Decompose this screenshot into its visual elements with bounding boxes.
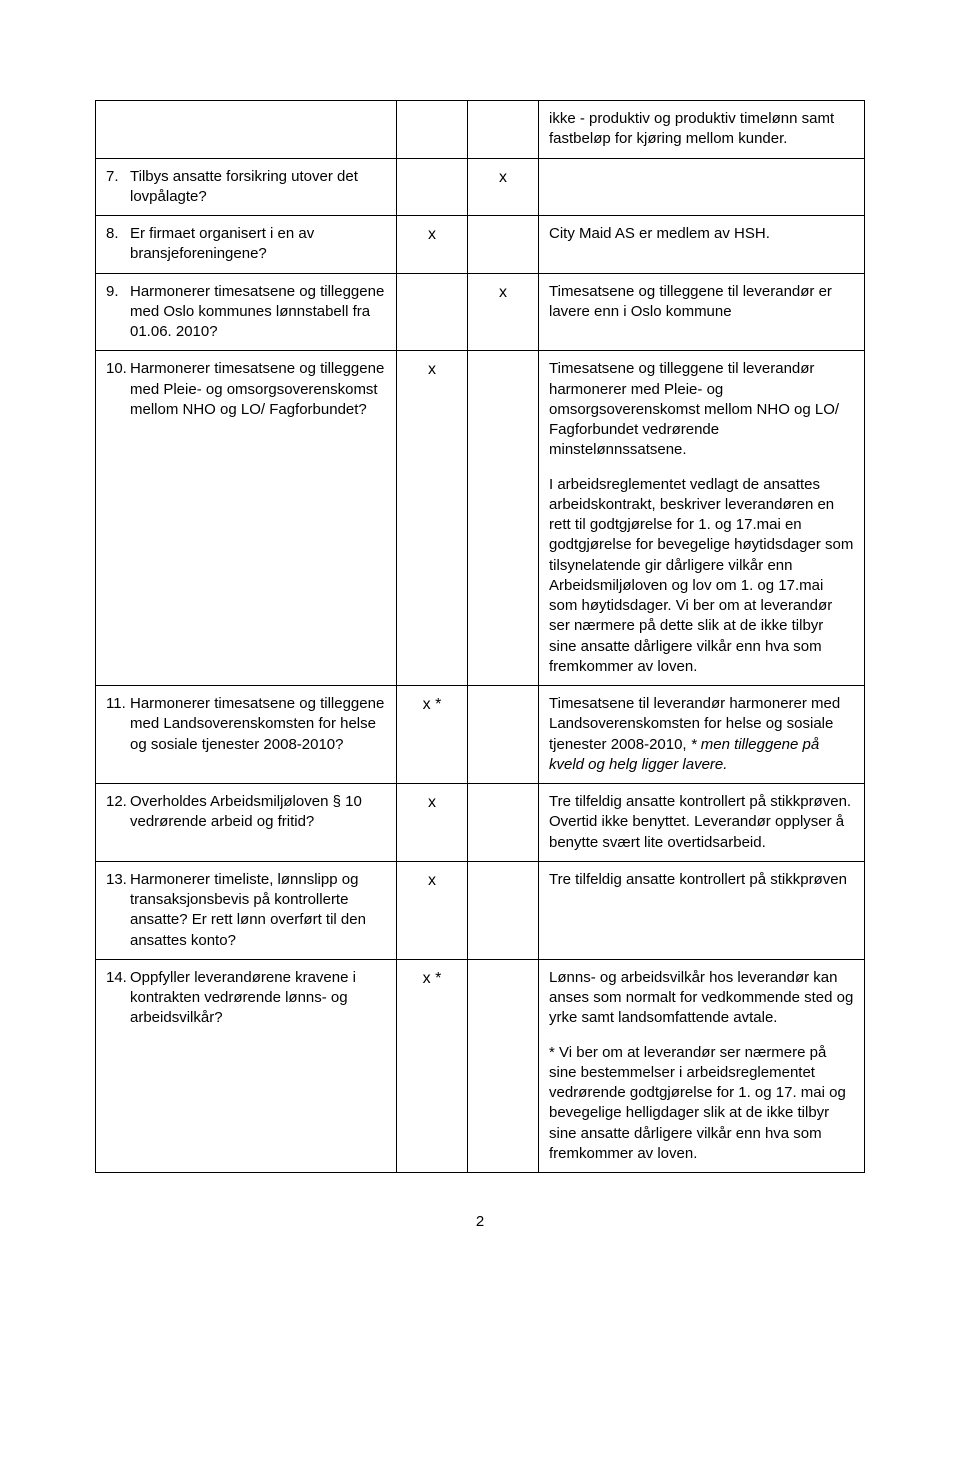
table-row: 7.Tilbys ansatte forsikring utover det l… xyxy=(96,158,865,216)
question-text: Harmonerer timesatsene og tilleggene med… xyxy=(130,282,386,343)
question-text: Harmonerer timesatsene og tilleggene med… xyxy=(130,359,386,420)
comment-paragraph: Timesatsene og tilleggene til leverandør… xyxy=(549,359,854,460)
question-cell: 11.Harmonerer timesatsene og tilleggene … xyxy=(96,686,397,784)
mark-value: x * xyxy=(423,696,442,713)
mark-col-1: x xyxy=(397,216,468,274)
document-page: ikke - produktiv og produktiv timelønn s… xyxy=(0,0,960,1270)
checklist-table: ikke - produktiv og produktiv timelønn s… xyxy=(95,100,865,1173)
question-cell: 8.Er firmaet organisert i en av bransjef… xyxy=(96,216,397,274)
comment-text: Tre tilfeldig ansatte kontrollert på sti… xyxy=(549,793,851,851)
page-number: 2 xyxy=(95,1213,865,1230)
question-text: Oppfyller leverandørene kravene i kontra… xyxy=(130,968,386,1029)
question-number: 9. xyxy=(106,282,130,343)
question-cell: 7.Tilbys ansatte forsikring utover det l… xyxy=(96,158,397,216)
question-number: 7. xyxy=(106,167,130,208)
comment-paragraph: ikke - produktiv og produktiv timelønn s… xyxy=(549,109,854,150)
question-text: Er firmaet organisert i en av bransjefor… xyxy=(130,224,386,265)
question-text: Tilbys ansatte forsikring utover det lov… xyxy=(130,167,386,208)
mark-col-2 xyxy=(468,784,539,862)
question-cell: 10.Harmonerer timesatsene og tilleggene … xyxy=(96,351,397,686)
question-text: Harmonerer timesatsene og tilleggene med… xyxy=(130,694,386,755)
comment-text: City Maid AS er medlem av HSH. xyxy=(549,225,770,242)
question-cell: 9.Harmonerer timesatsene og tilleggene m… xyxy=(96,273,397,351)
comment-paragraph: Timesatsene til leverandør harmonerer me… xyxy=(549,694,854,775)
table-row: 14.Oppfyller leverandørene kravene i kon… xyxy=(96,959,865,1172)
comment-text: * Vi ber om at leverandør ser nærmere på… xyxy=(549,1044,846,1162)
table-row: 10.Harmonerer timesatsene og tilleggene … xyxy=(96,351,865,686)
comment-text: Lønns- og arbeidsvilkår hos leverandør k… xyxy=(549,969,853,1027)
comment-text: Timesatsene og tilleggene til leverandør… xyxy=(549,360,839,458)
mark-value: x xyxy=(428,794,436,811)
comment-text: Timesatsene og tilleggene til leverandør… xyxy=(549,283,832,320)
table-row: ikke - produktiv og produktiv timelønn s… xyxy=(96,101,865,159)
mark-value: x xyxy=(499,169,507,186)
comment-cell xyxy=(539,158,865,216)
comment-paragraph: Tre tilfeldig ansatte kontrollert på sti… xyxy=(549,792,854,853)
comment-text: I arbeidsreglementet vedlagt de ansattes… xyxy=(549,476,853,675)
mark-value: x xyxy=(428,872,436,889)
mark-col-1 xyxy=(397,158,468,216)
comment-paragraph: City Maid AS er medlem av HSH. xyxy=(549,224,854,244)
comment-text: ikke - produktiv og produktiv timelønn s… xyxy=(549,110,834,147)
comment-cell: Lønns- og arbeidsvilkår hos leverandør k… xyxy=(539,959,865,1172)
mark-col-2 xyxy=(468,959,539,1172)
mark-value: x * xyxy=(423,970,442,987)
comment-cell: Timesatsene til leverandør harmonerer me… xyxy=(539,686,865,784)
mark-value: x xyxy=(428,361,436,378)
mark-col-2 xyxy=(468,861,539,959)
question-text: Overholdes Arbeidsmiljøloven § 10 vedrør… xyxy=(130,792,386,833)
table-row: 12.Overholdes Arbeidsmiljøloven § 10 ved… xyxy=(96,784,865,862)
question-number: 14. xyxy=(106,968,130,1029)
mark-col-1: x xyxy=(397,784,468,862)
mark-value: x xyxy=(428,226,436,243)
comment-paragraph: I arbeidsreglementet vedlagt de ansattes… xyxy=(549,475,854,678)
comment-cell: ikke - produktiv og produktiv timelønn s… xyxy=(539,101,865,159)
question-number: 13. xyxy=(106,870,130,951)
table-row: 11.Harmonerer timesatsene og tilleggene … xyxy=(96,686,865,784)
question-cell: 12.Overholdes Arbeidsmiljøloven § 10 ved… xyxy=(96,784,397,862)
mark-col-2: x xyxy=(468,158,539,216)
question-number: 11. xyxy=(106,694,130,755)
question-number: 10. xyxy=(106,359,130,420)
mark-col-1: x xyxy=(397,861,468,959)
comment-paragraph: Timesatsene og tilleggene til leverandør… xyxy=(549,282,854,323)
mark-col-2 xyxy=(468,686,539,784)
question-cell: 14.Oppfyller leverandørene kravene i kon… xyxy=(96,959,397,1172)
question-cell: 13.Harmonerer timeliste, lønnslipp og tr… xyxy=(96,861,397,959)
mark-value: x xyxy=(499,284,507,301)
comment-paragraph: Lønns- og arbeidsvilkår hos leverandør k… xyxy=(549,968,854,1029)
comment-cell: Timesatsene og tilleggene til leverandør… xyxy=(539,273,865,351)
mark-col-2: x xyxy=(468,273,539,351)
mark-col-1: x * xyxy=(397,686,468,784)
mark-col-1 xyxy=(397,101,468,159)
comment-cell: Timesatsene og tilleggene til leverandør… xyxy=(539,351,865,686)
mark-col-1: x xyxy=(397,351,468,686)
comment-cell: Tre tilfeldig ansatte kontrollert på sti… xyxy=(539,861,865,959)
question-number: 12. xyxy=(106,792,130,833)
comment-paragraph: Tre tilfeldig ansatte kontrollert på sti… xyxy=(549,870,854,890)
mark-col-2 xyxy=(468,101,539,159)
comment-cell: Tre tilfeldig ansatte kontrollert på sti… xyxy=(539,784,865,862)
table-row: 8.Er firmaet organisert i en av bransjef… xyxy=(96,216,865,274)
mark-col-2 xyxy=(468,351,539,686)
comment-paragraph: * Vi ber om at leverandør ser nærmere på… xyxy=(549,1043,854,1165)
mark-col-1: x * xyxy=(397,959,468,1172)
mark-col-2 xyxy=(468,216,539,274)
comment-cell: City Maid AS er medlem av HSH. xyxy=(539,216,865,274)
question-cell xyxy=(96,101,397,159)
question-text: Harmonerer timeliste, lønnslipp og trans… xyxy=(130,870,386,951)
question-number: 8. xyxy=(106,224,130,265)
table-row: 9.Harmonerer timesatsene og tilleggene m… xyxy=(96,273,865,351)
mark-col-1 xyxy=(397,273,468,351)
comment-text: Tre tilfeldig ansatte kontrollert på sti… xyxy=(549,871,847,888)
table-row: 13.Harmonerer timeliste, lønnslipp og tr… xyxy=(96,861,865,959)
